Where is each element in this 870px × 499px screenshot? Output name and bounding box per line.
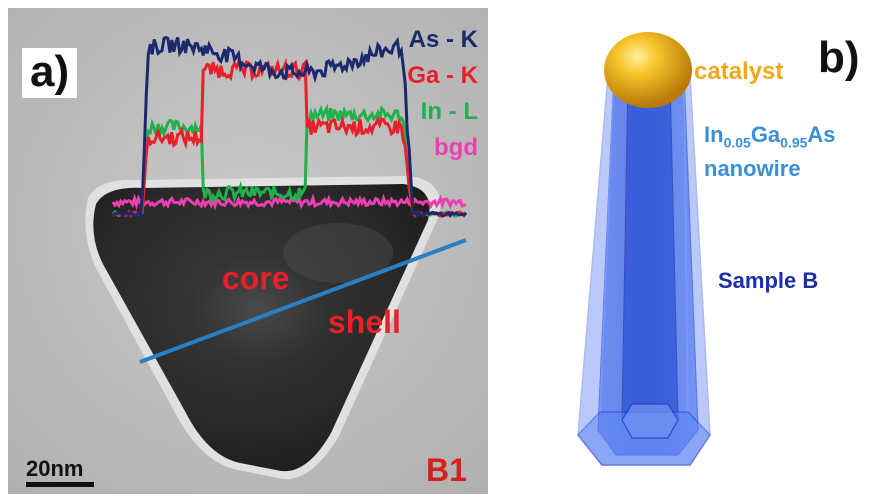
core-label: core: [222, 260, 290, 296]
panel-b-letter: b): [818, 33, 860, 82]
profile-ga: [111, 57, 468, 219]
nanowire-core: [621, 79, 679, 439]
panel-a-letter: a): [22, 48, 78, 98]
core-region: [188, 253, 328, 363]
scale-bar: [26, 482, 94, 487]
nanowire-schematic-panel: catalyst In0.05Ga0.95As nanowire Sample …: [528, 20, 870, 492]
core-hexagonal-base: [621, 403, 679, 439]
tem-micrograph-panel: a) As - K Ga - K In - L bgd core shell 2…: [8, 8, 488, 494]
profile-as: [112, 35, 468, 220]
tem-image: [8, 8, 488, 494]
legend-as-k: As - K: [408, 26, 478, 53]
legend-bgd: bgd: [434, 134, 478, 161]
profile-bgd: [111, 193, 467, 211]
legend-ga-k: Ga - K: [407, 62, 478, 89]
catalyst-particle: [604, 32, 692, 108]
legend-in-l: In - L: [420, 98, 478, 125]
sample-tag-b1: B1: [426, 452, 467, 488]
edx-scan-line: [139, 238, 467, 364]
nanowire-composition-label: In0.05Ga0.95As: [704, 122, 836, 151]
nanowire-label: nanowire: [704, 156, 801, 181]
catalyst-label: catalyst: [694, 58, 784, 85]
shell-label: shell: [328, 304, 401, 340]
shell-contrast: [283, 223, 393, 283]
nanowire-schematic: [577, 32, 711, 466]
scale-bar-label: 20nm: [26, 456, 84, 481]
edx-line-profiles: [111, 35, 468, 220]
sample-b-label: Sample B: [718, 268, 819, 293]
